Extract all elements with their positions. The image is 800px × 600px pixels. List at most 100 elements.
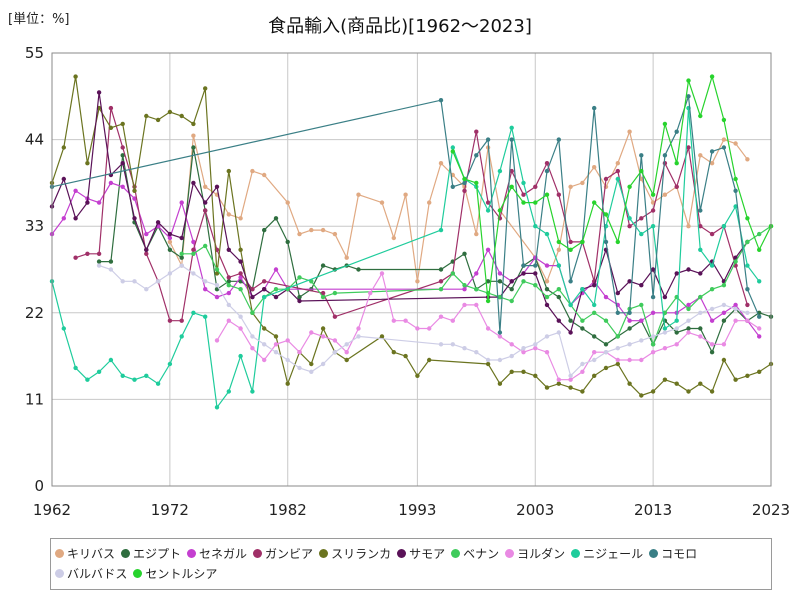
data-point: [509, 369, 514, 374]
legend-items: キリバス エジプト セネガル ガンビア スリランカ サモア ベナン ヨルダン ニジェール コモロバ…: [55, 543, 767, 583]
data-point: [226, 302, 231, 308]
data-point: [438, 161, 444, 166]
data-point: [592, 373, 597, 378]
data-point: [61, 145, 66, 150]
data-point: [474, 271, 479, 276]
data-point: [262, 227, 267, 233]
data-point: [85, 161, 90, 166]
data-point: [144, 231, 149, 237]
data-point: [698, 334, 703, 339]
x-tick-label: 1993: [398, 501, 436, 519]
data-point: [250, 294, 255, 300]
data-point: [580, 318, 585, 323]
data-point: [238, 271, 243, 276]
data-point: [297, 231, 302, 237]
data-point: [592, 105, 597, 111]
legend-swatch-icon: [55, 548, 64, 558]
data-point: [191, 145, 196, 150]
data-point: [462, 346, 467, 351]
data-point: [344, 357, 349, 363]
legend-item: ニジェール: [571, 543, 643, 563]
data-point: [485, 200, 491, 205]
data-point: [226, 283, 231, 288]
data-point: [474, 302, 479, 308]
data-point: [262, 342, 267, 347]
data-point: [462, 176, 467, 182]
data-point: [214, 184, 220, 189]
data-point: [485, 247, 491, 252]
data-point: [509, 125, 514, 130]
data-point: [120, 121, 125, 127]
data-point: [709, 149, 715, 154]
data-point: [733, 259, 738, 264]
data-point: [450, 145, 455, 150]
data-point: [485, 208, 491, 213]
y-tick-label: 55: [25, 44, 44, 62]
data-point: [391, 318, 396, 323]
data-point: [544, 294, 550, 300]
data-point: [627, 357, 632, 363]
data-point: [203, 184, 208, 189]
data-point: [250, 389, 255, 394]
legend-label: キリバス: [67, 546, 116, 561]
data-point: [191, 251, 196, 256]
data-point: [73, 74, 78, 79]
data-point: [674, 330, 679, 335]
data-point: [427, 326, 432, 331]
data-point: [214, 283, 220, 288]
unit-label: [単位：%]: [8, 12, 70, 27]
data-point: [155, 220, 161, 225]
series-9: [49, 94, 762, 335]
data-point: [144, 373, 149, 378]
data-point: [627, 279, 632, 284]
data-point: [745, 287, 750, 292]
data-point: [144, 113, 149, 119]
data-point: [344, 255, 349, 260]
data-point: [721, 357, 727, 363]
data-point: [320, 361, 326, 367]
data-point: [179, 263, 184, 268]
data-point: [96, 200, 102, 205]
legend-swatch-icon: [397, 548, 407, 558]
data-point: [721, 224, 727, 229]
data-point: [309, 361, 314, 367]
data-point: [356, 192, 361, 197]
data-point: [485, 326, 491, 331]
data-point: [273, 267, 279, 272]
data-point: [191, 271, 196, 276]
data-point: [556, 377, 561, 382]
data-point: [580, 369, 585, 374]
data-point: [603, 212, 609, 217]
data-point: [120, 184, 125, 189]
data-point: [568, 302, 573, 308]
data-point: [533, 271, 538, 276]
x-tick-label: 2003: [516, 501, 554, 519]
data-point: [603, 294, 609, 300]
data-point: [403, 318, 408, 323]
data-point: [96, 251, 102, 256]
data-point: [627, 381, 632, 386]
data-point: [745, 239, 750, 245]
data-point: [297, 365, 302, 371]
data-point: [427, 357, 432, 363]
data-point: [592, 357, 597, 363]
data-point: [615, 357, 620, 363]
data-point: [709, 306, 715, 312]
data-point: [191, 247, 196, 252]
data-point: [285, 338, 290, 343]
data-point: [521, 271, 526, 276]
data-point: [709, 318, 715, 323]
data-point: [568, 373, 573, 378]
data-point: [368, 290, 373, 296]
data-point: [603, 318, 609, 323]
data-point: [650, 342, 656, 347]
data-point: [757, 279, 762, 284]
data-point: [615, 310, 620, 315]
data-point: [533, 200, 538, 205]
legend-item: セネガル: [187, 543, 247, 563]
data-point: [745, 302, 750, 308]
legend-item: エジプト: [121, 543, 181, 563]
data-point: [179, 251, 184, 256]
data-point: [556, 287, 561, 292]
